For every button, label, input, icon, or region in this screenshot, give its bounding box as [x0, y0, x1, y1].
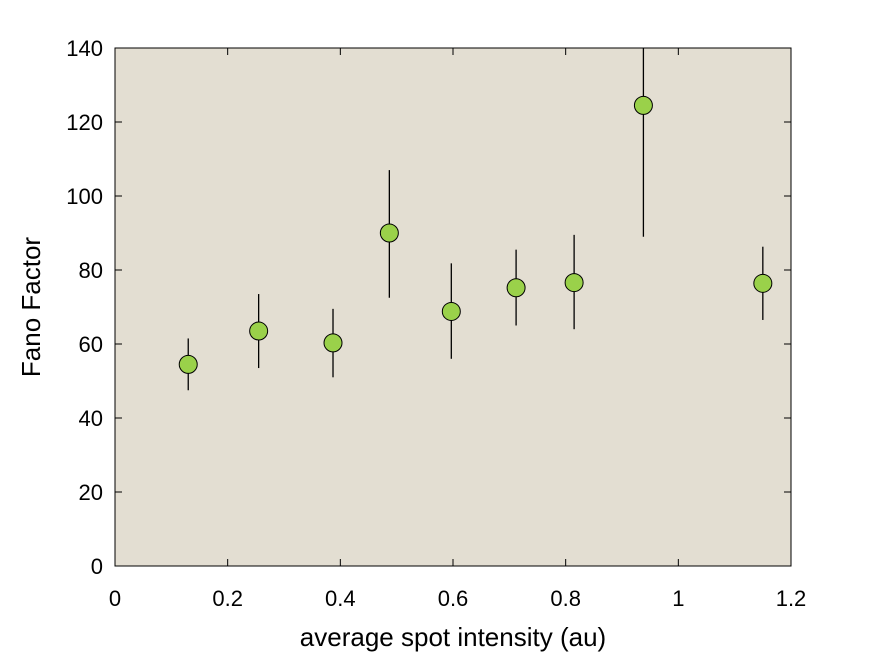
x-tick-label: 0.4	[325, 586, 356, 611]
data-point	[323, 333, 343, 353]
data-point	[379, 223, 399, 243]
data-point	[753, 273, 773, 293]
y-axis-title: Fano Factor	[16, 237, 46, 378]
data-point	[633, 95, 653, 115]
data-point	[564, 273, 584, 293]
data-points	[178, 95, 773, 374]
x-tick-labels: 0 0.2 0.4 0.6 0.8 1 1.2	[109, 586, 806, 611]
data-point	[441, 301, 461, 321]
axis-ticks	[114, 47, 792, 567]
y-tick-label: 20	[79, 480, 103, 505]
y-tick-label: 120	[66, 110, 103, 135]
y-tick-label: 60	[79, 332, 103, 357]
data-point	[249, 321, 269, 341]
y-tick-label: 140	[66, 36, 103, 61]
y-tick-label: 40	[79, 406, 103, 431]
y-tick-label: 100	[66, 184, 103, 209]
x-tick-label: 0.6	[438, 586, 469, 611]
x-axis-title: average spot intensity (au)	[300, 622, 606, 652]
y-tick-label: 80	[79, 258, 103, 283]
y-tick-label: 0	[91, 554, 103, 579]
x-tick-label: 1.2	[776, 586, 807, 611]
x-tick-label: 0.8	[550, 586, 581, 611]
data-point	[178, 354, 198, 374]
data-point	[506, 278, 526, 298]
x-tick-label: 0.2	[212, 586, 243, 611]
x-tick-label: 0	[109, 586, 121, 611]
y-tick-labels: 0 20 40 60 80 100 120 140	[66, 36, 103, 579]
x-tick-label: 1	[672, 586, 684, 611]
